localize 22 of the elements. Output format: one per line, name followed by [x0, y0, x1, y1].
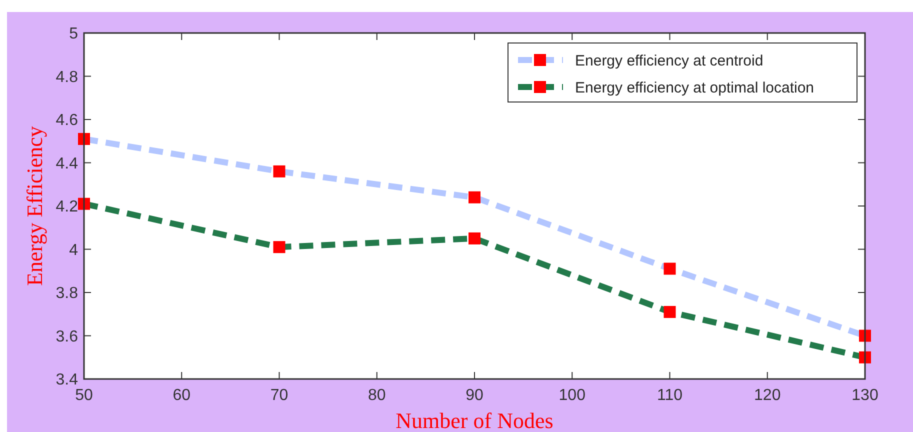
y-tick-label: 4.4 [56, 155, 78, 172]
x-tick-label: 60 [172, 387, 191, 404]
y-tick-label: 4.8 [56, 68, 78, 86]
x-tick-label: 110 [656, 387, 683, 404]
x-tick-label: 100 [558, 387, 586, 404]
y-tick-label: 4.2 [56, 198, 78, 216]
y-axis-title: Energy Efficiency [22, 126, 47, 286]
y-tick-label: 3.4 [56, 372, 78, 389]
y-tick-label: 3.6 [56, 328, 78, 346]
y-tick-label: 4.6 [56, 112, 78, 130]
x-axis-title: Number of Nodes [396, 408, 554, 432]
x-tick-label: 70 [270, 387, 288, 404]
legend-label: Energy efficiency at centroid [575, 52, 764, 70]
x-tick-label: 50 [75, 387, 93, 404]
x-tick-label: 120 [754, 387, 781, 404]
x-tick-label: 90 [466, 387, 484, 404]
legend-label: Energy efficiency at optimal location [575, 79, 814, 96]
x-tick-label: 80 [368, 387, 386, 404]
y-tick-label: 3.8 [56, 285, 78, 302]
x-tick-label: 130 [852, 387, 878, 404]
y-tick-label: 4 [69, 242, 78, 259]
y-tick-label: 5 [69, 26, 78, 43]
